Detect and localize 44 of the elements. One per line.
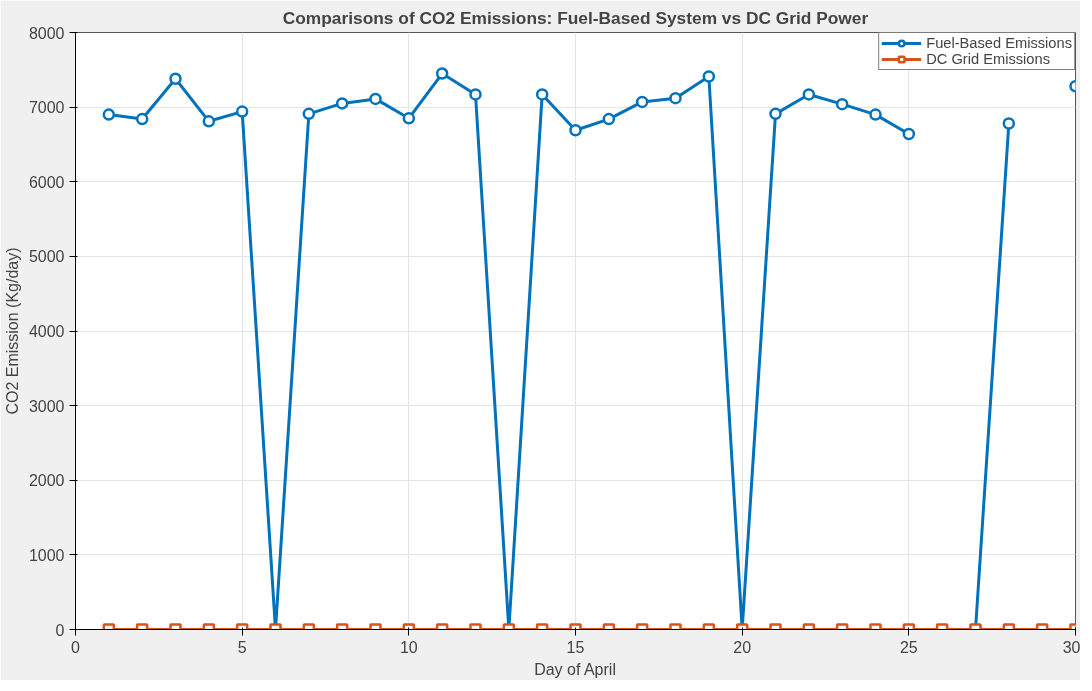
point [835,97,849,111]
point [635,95,649,109]
legend-label: Fuel-Based Emissions [926,35,1072,51]
point [169,72,182,86]
point [369,92,382,106]
point [202,115,216,128]
x-tick-label: 5 [237,638,247,656]
point [802,88,816,101]
y-tick-label: 2000 [28,472,65,490]
x-tick-label: 25 [899,638,918,656]
y-tick-label: 3000 [28,397,65,415]
point [869,108,882,121]
y-tick-label: 1000 [28,546,65,564]
y-tick-label: 4000 [28,323,65,340]
y-tick-label: 6000 [28,173,65,191]
point [102,108,116,121]
x-tick-label: 30 [1062,638,1081,656]
point [569,124,582,137]
x-tick-label: 10 [399,638,418,656]
chart-title: Comparisons of CO2 Emissions: Fuel-Based System vs DC Grid Power [282,7,869,28]
point [902,127,916,141]
point [535,88,549,101]
y-tick-label: 8000 [28,24,65,42]
legend-label: DC Grid Emissions [926,51,1050,67]
point [235,105,249,118]
y-tick-label: 7000 [28,99,65,117]
point [435,67,449,80]
point [702,70,716,83]
point [335,97,349,110]
x-tick-label: 20 [733,638,752,656]
y-axis-title: CO2 Emission (Kg/day) [3,247,21,415]
point [602,112,616,126]
point [135,112,149,126]
point [769,107,782,121]
point [669,91,682,105]
y-tick-label: 5000 [28,248,65,266]
point [1002,117,1016,130]
point [402,112,416,125]
point [469,88,482,101]
x-tick-label: 15 [566,638,585,656]
x-tick-label: 0 [71,638,81,656]
y-tick-label: 0 [55,621,65,639]
point [302,107,316,121]
x-axis-title: Day of April [534,660,616,678]
